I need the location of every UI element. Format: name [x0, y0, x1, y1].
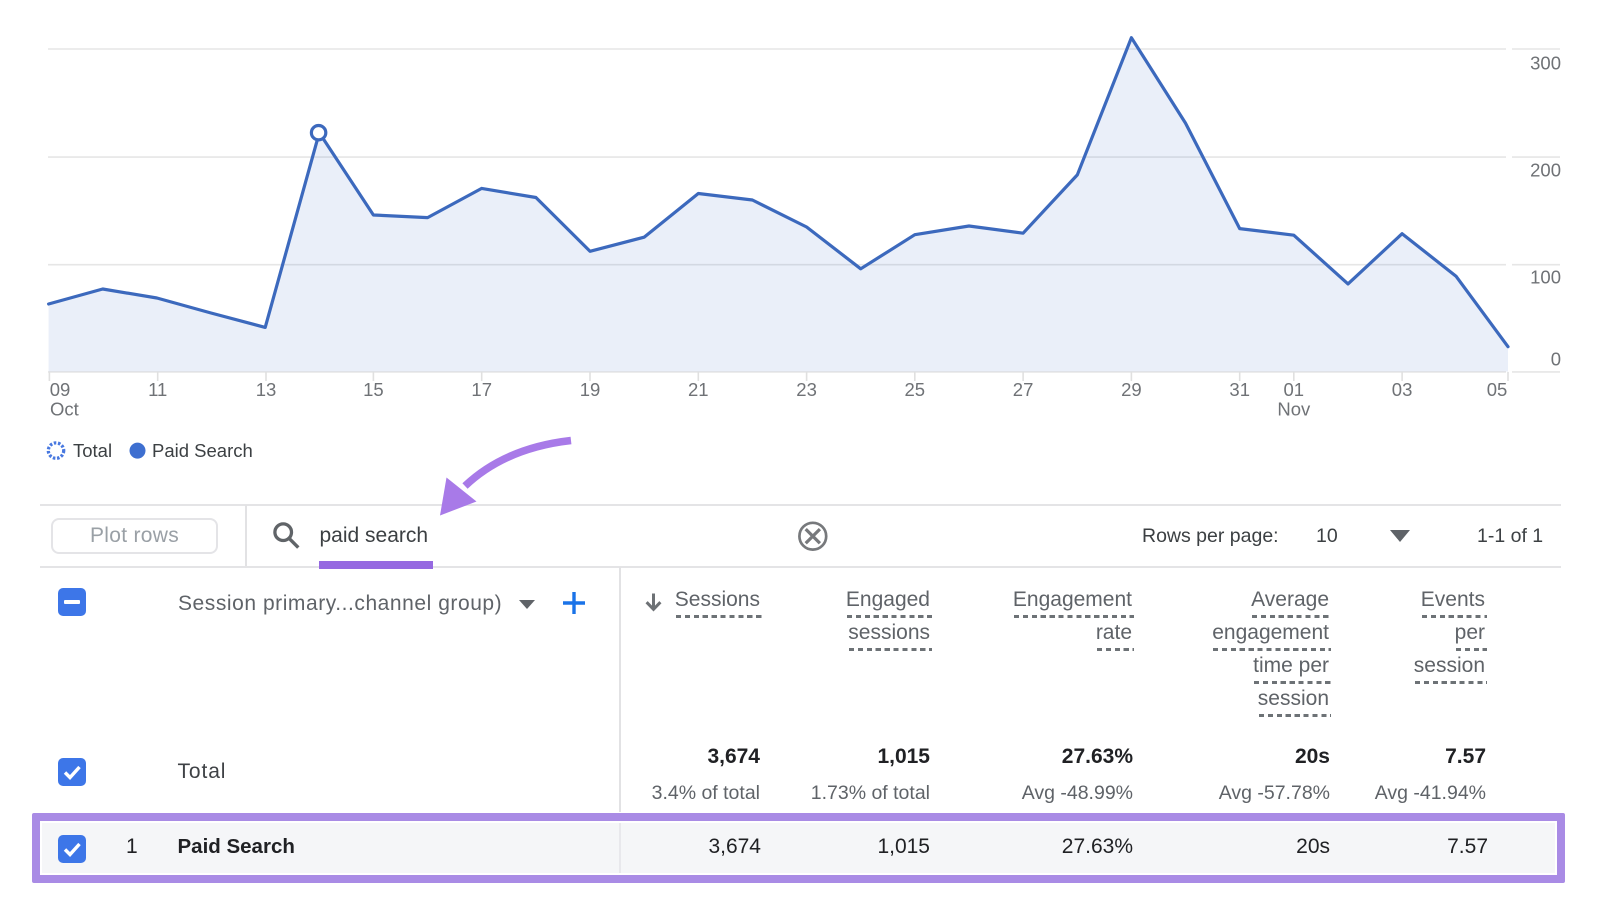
svg-text:01: 01 [1284, 379, 1305, 400]
svg-text:13: 13 [256, 379, 277, 400]
svg-text:27: 27 [1013, 379, 1034, 400]
svg-text:11: 11 [148, 379, 167, 400]
svg-text:03: 03 [1392, 379, 1413, 400]
svg-text:23: 23 [796, 379, 817, 400]
svg-text:Oct: Oct [50, 399, 79, 420]
svg-text:29: 29 [1121, 379, 1142, 400]
svg-text:21: 21 [688, 379, 709, 400]
svg-text:100: 100 [1530, 267, 1561, 288]
svg-text:Paid Search: Paid Search [152, 440, 253, 461]
svg-text:0: 0 [1551, 349, 1561, 370]
svg-text:300: 300 [1530, 53, 1561, 74]
svg-text:Nov: Nov [1277, 399, 1311, 420]
svg-text:19: 19 [580, 379, 601, 400]
svg-text:200: 200 [1530, 160, 1561, 181]
svg-text:31: 31 [1229, 379, 1250, 400]
svg-text:Total: Total [73, 440, 112, 461]
svg-text:05: 05 [1487, 379, 1508, 400]
svg-text:09: 09 [50, 379, 71, 400]
svg-text:25: 25 [905, 379, 926, 400]
svg-text:15: 15 [363, 379, 384, 400]
svg-text:17: 17 [471, 379, 492, 400]
